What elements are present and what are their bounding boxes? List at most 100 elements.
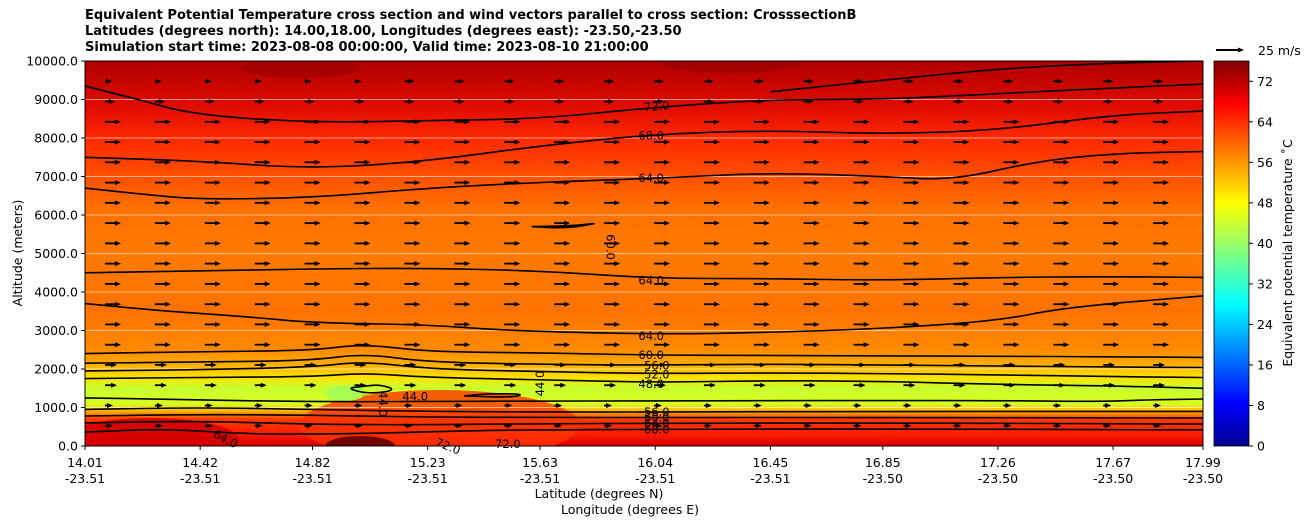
y-axis: 0.0 1000.0 2000.0 3000.0 4000.0 5000.0 6000.0 7… [26,54,85,454]
y-tick-label: 3000.0 [34,323,78,338]
contour-label: 60.0 [644,411,670,425]
contour-label: 44.0 [376,391,390,417]
contour-label: 64.0 [638,329,664,343]
contour-line-56 [85,354,1203,369]
warm-pocket [240,61,360,78]
x-tick-label-latitude: 17.67 [1095,455,1131,470]
contour-label: 60.0 [638,348,664,362]
contour-line-64 [85,267,1203,281]
x-tick-label-longitude: -23.51 [65,471,105,486]
colorbar-tick-label: 56 [1257,155,1273,170]
x-tick-label-longitude: -23.51 [180,471,220,486]
contour-label: 48.0 [638,377,664,391]
colorbar-tick-label: 24 [1257,317,1273,332]
contour-line-44 [350,384,393,394]
x-tick-label-latitude: 14.82 [295,455,331,470]
contour-line-52 [85,362,1203,379]
x-tick-label-longitude: -23.51 [750,471,790,486]
contour-line-48 [85,397,1203,403]
contour-label: 56.0 [644,359,670,373]
cool-pocket [325,385,365,401]
contour-labels: 72.068.064.060.064.064.060.056.052.048.0… [211,98,670,457]
x-axis: 14.01-23.5114.42-23.5114.82-23.5115.23-2… [65,446,1223,486]
grid [85,99,1203,408]
y-tick-label: 4000.0 [34,285,78,300]
contour-line-56 [85,407,1203,413]
contour-line-60 [531,222,595,229]
x-tick-label-longitude: -23.50 [978,471,1018,486]
contour-line-60 [85,413,1203,419]
x-tick-label-latitude: 16.45 [753,455,789,470]
contour-line-68 [85,428,1203,435]
contour-label: 60.0 [603,234,617,260]
contour-label: 68.0 [638,129,664,143]
chart-title-line-1: Equivalent Potential Temperature cross s… [85,8,857,23]
warm-pocket [85,418,240,446]
contour-line-60 [85,344,1203,359]
y-tick-label: 9000.0 [34,92,78,107]
x-tick-label-longitude: -23.51 [520,471,560,486]
y-axis-label: Altitude (meters) [10,200,25,307]
x-tick-label-latitude: 14.01 [67,455,103,470]
colorbar-ticks: 0 8 16 24 32 40 48 56 64 72 [1249,74,1273,454]
contour-line-44 [464,392,521,398]
colorbar-tick-label: 48 [1257,195,1273,210]
contour-line-48 [85,373,1203,390]
x-tick-label-longitude: -23.51 [292,471,332,486]
y-tick-label: 5000.0 [34,246,78,261]
y-tick-label: 1000.0 [34,400,78,415]
y-tick-label: 2000.0 [34,362,78,377]
contour-label: 44.0 [533,371,547,397]
colorbar-label: Equivalent potential temperature ˚C [1280,139,1295,367]
contour-label: 72.0 [495,437,521,451]
colorbar-tick-label: 8 [1257,398,1265,413]
y-tick-label: 0.0 [58,439,78,454]
contour-line-64 [85,150,1203,200]
colorbar-tick-label: 32 [1257,276,1273,291]
x-axis-label-latitude: Latitude (degrees N) [535,486,664,501]
contour-label: 72.0 [644,98,671,114]
x-tick-label-longitude: -23.51 [408,471,448,486]
colorbar-tick-label: 0 [1257,439,1265,454]
chart-title-line-3: Simulation start time: 2023-08-08 00:00:… [85,40,649,55]
colorbar-tick-label: 40 [1257,236,1273,251]
colorbar-tick-label: 72 [1257,74,1273,89]
x-axis-label-longitude: Longitude (degrees E) [561,502,699,517]
contour-line-68 [85,110,1203,168]
contour-line-64 [85,420,1203,426]
colorbar-tick-label: 16 [1257,357,1273,372]
colorbar [1213,60,1250,447]
contour-label: 52.0 [644,367,670,381]
x-tick-label-longitude: -23.50 [1183,471,1223,486]
colorbar-tick-label: 64 [1257,114,1273,129]
contour-label: 64.0 [638,273,664,287]
wind-vectors [105,78,1170,429]
contour-lines [85,61,1203,435]
contour-label: 64.0 [638,171,664,185]
y-tick-label: 10000.0 [26,54,78,69]
contour-label: 64.0 [644,416,670,430]
x-tick-label-longitude: -23.50 [863,471,903,486]
x-tick-label-latitude: 15.63 [522,455,558,470]
y-tick-label: 6000.0 [34,208,78,223]
hot-spot [325,436,395,446]
chart-title-line-2: Latitudes (degrees north): 14.00,18.00, … [85,24,682,39]
contour-label: 44.0 [402,389,428,403]
x-tick-label-latitude: 15.23 [410,455,446,470]
contour-line-72 [770,61,1203,93]
x-tick-label-latitude: 17.99 [1185,455,1221,470]
y-tick-label: 7000.0 [34,169,78,184]
quiver-key-label: 25 m/s [1258,43,1301,58]
warm-pocket [660,61,800,73]
contour-line-72 [85,83,1203,123]
x-tick-label-latitude: 14.42 [182,455,218,470]
contour-label: 56.0 [644,405,670,419]
x-tick-label-latitude: 16.85 [865,455,901,470]
x-tick-label-longitude: -23.50 [1093,471,1133,486]
x-tick-label-latitude: 16.04 [637,455,673,470]
y-tick-label: 8000.0 [34,131,78,146]
x-tick-label-latitude: 17.26 [980,455,1016,470]
x-tick-label-longitude: -23.51 [635,471,675,486]
contour-label: 68.0 [644,422,670,436]
